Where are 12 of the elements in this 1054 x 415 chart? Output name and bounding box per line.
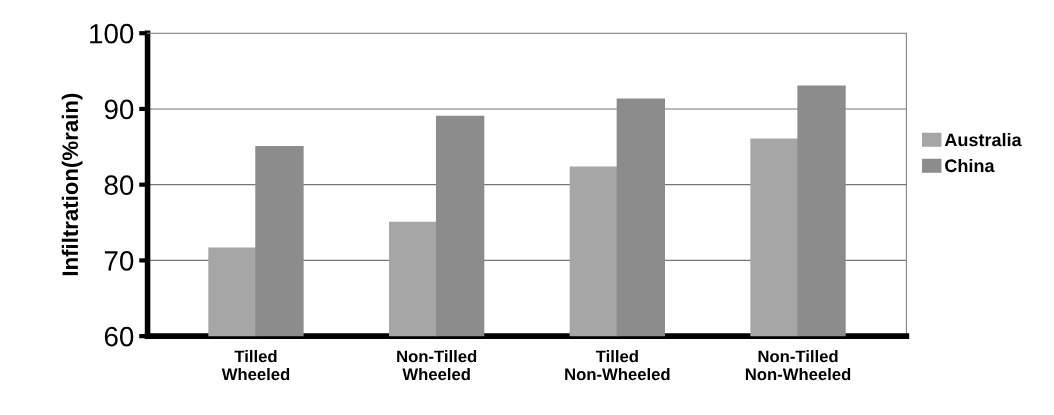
y-tick-label: 80 — [104, 175, 134, 196]
y-tick-label: 100 — [90, 23, 134, 44]
x-tick-label: Non-Tilled Non-Wheeled — [745, 350, 851, 381]
legend-label: China — [945, 158, 995, 173]
x-tick-label: Non-Tilled Wheeled — [397, 350, 477, 381]
y-tick-label: 60 — [104, 326, 134, 347]
x-tick-label: Tilled Wheeled — [221, 350, 290, 381]
legend-label: Australia — [944, 133, 1022, 147]
y-axis-title: Infiltration(%rain) — [61, 93, 83, 276]
x-tick-label: Tilled Non-Wheeled — [565, 350, 670, 381]
y-tick-label: 90 — [104, 99, 134, 120]
y-tick-label: 70 — [104, 251, 134, 271]
